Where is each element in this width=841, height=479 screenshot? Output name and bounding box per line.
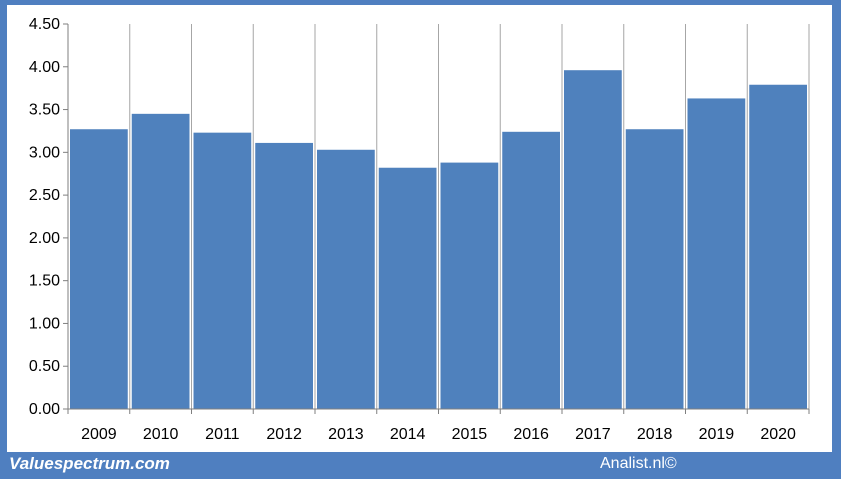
x-tick-label: 2013 [328,426,364,443]
bar-2013 [317,149,375,409]
bar-2010 [131,113,190,409]
x-tick-label: 2019 [699,426,735,443]
x-tick-label: 2015 [452,426,488,443]
x-tick-label: 2009 [81,426,117,443]
y-tick-label: 4.00 [29,59,60,76]
bar-2009 [70,129,128,409]
x-tick-label: 2016 [513,426,549,443]
y-tick-label: 3.50 [29,102,60,119]
y-tick-label: 0.50 [29,358,60,375]
watermark-valuespectrum: Valuespectrum.com [9,454,170,473]
bar-2015 [440,162,499,409]
plot-panel: 0.00 0.50 1.00 1.50 2.00 2.50 3.00 3.50 4.00 4.50… [7,5,832,452]
bar-2018 [625,129,684,409]
x-tick-label: 2017 [575,426,611,443]
x-tick-label: 2010 [143,426,179,443]
bar-chart: 0.00 0.50 1.00 1.50 2.00 2.50 3.00 3.50 4.00 4.50… [29,16,810,443]
y-tick-label: 1.50 [29,273,60,290]
bar-2014 [378,167,437,409]
y-tick-label: 4.50 [29,16,60,33]
x-tick-label: 2011 [205,426,240,443]
x-tick-label: 2018 [637,426,673,443]
bar-2012 [255,142,313,409]
bar-2011 [193,132,252,409]
y-tick-label: 2.00 [29,230,60,247]
y-tick-label: 2.50 [29,187,60,204]
watermark-analist: Analist.nl© [600,455,677,472]
bar-2020 [749,84,807,409]
y-tick-label: 3.00 [29,144,60,161]
bar-2016 [502,131,560,410]
y-tick-label: 0.00 [29,401,60,418]
bar-2017 [564,70,622,409]
y-tick-label: 1.00 [29,315,60,332]
bar-2019 [687,98,746,409]
x-tick-label: 2020 [760,426,796,443]
x-tick-label: 2014 [390,426,426,443]
x-tick-label: 2012 [266,426,302,443]
